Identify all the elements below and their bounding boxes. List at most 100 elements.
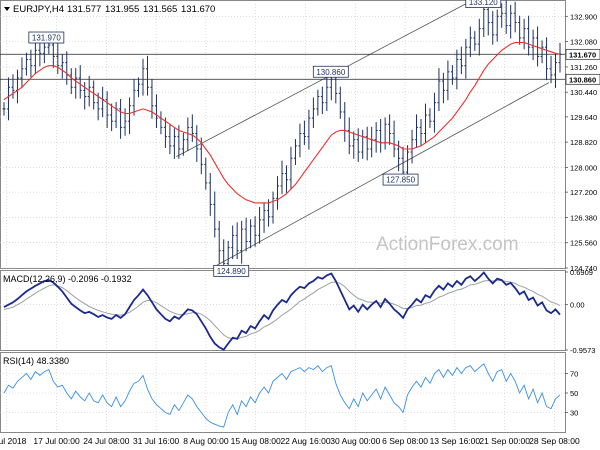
- close-value: 131.670: [181, 4, 215, 15]
- price-bar: [276, 176, 280, 210]
- price-bar: [101, 86, 105, 118]
- price-annotation: 124.890: [213, 264, 250, 277]
- price-bar: [186, 117, 190, 152]
- x-axis-label: 6 Sep 08:00: [382, 436, 428, 446]
- annotation-label: 133.120: [469, 0, 498, 7]
- price-bar: [437, 68, 441, 112]
- price-bar: [33, 37, 37, 75]
- x-axis-label: 28 Sep 08:00: [529, 436, 580, 446]
- price-bar: [96, 92, 100, 121]
- x-axis-label: 15 Aug 08:00: [231, 436, 281, 446]
- annotation-box: [382, 173, 419, 186]
- price-bar: [536, 26, 540, 67]
- price-bar: [29, 49, 33, 78]
- price-bar: [383, 117, 387, 150]
- macd-tick-label: 0.00: [570, 301, 585, 310]
- price-bar: [128, 97, 132, 135]
- price-bar: [38, 41, 42, 67]
- watermark: ActionForex.com: [376, 234, 519, 255]
- high-value: 131.955: [105, 4, 139, 15]
- price-bar: [374, 122, 378, 153]
- price-tick-label: 128.820: [570, 138, 597, 147]
- annotation-label: 127.850: [386, 176, 415, 185]
- price-tick-label: 130.440: [570, 88, 597, 97]
- price-bar: [540, 40, 544, 64]
- price-bar: [307, 109, 311, 150]
- rsi-tick-label: 30: [570, 409, 578, 418]
- moving-average-line: [3, 42, 561, 204]
- price-tick-label: 129.640: [570, 113, 597, 122]
- price-panel-frame: [0, 0, 566, 269]
- price-bar: [428, 108, 432, 128]
- x-axis-label: 30 Aug 00:00: [330, 436, 380, 446]
- price-bar: [343, 102, 347, 142]
- macd-tick-label: -0.9573: [570, 346, 595, 355]
- annotation-box: [465, 0, 502, 8]
- macd-layer: [0, 271, 565, 351]
- price-bar: [83, 82, 87, 110]
- price-bar: [446, 60, 450, 101]
- price-bar: [361, 129, 365, 159]
- price-bar: [365, 126, 369, 161]
- price-bar: [231, 225, 235, 260]
- price-bar: [69, 68, 73, 95]
- macd-line: [3, 271, 561, 351]
- price-bar: [316, 89, 320, 116]
- price-tick-label: 125.560: [570, 239, 597, 248]
- dropdown-triangle-icon[interactable]: [4, 7, 10, 11]
- price-bar: [491, 11, 495, 45]
- x-axis-label: 31 Jul 16:00: [133, 436, 180, 446]
- x-axis-label: 8 Aug 00:00: [183, 436, 229, 446]
- rsi-tick-label: 50: [570, 389, 578, 398]
- price-bar: [311, 97, 315, 128]
- price-bar: [320, 86, 324, 115]
- price-annotation: 130.860: [312, 65, 349, 78]
- price-tick-label: 127.200: [570, 188, 597, 197]
- price-bar: [56, 43, 60, 75]
- price-tag: 131.670: [565, 48, 600, 60]
- price-bar: [168, 123, 172, 155]
- price-annotation: 133.120: [465, 0, 502, 8]
- price-bar: [549, 55, 553, 84]
- x-axis-label: 13 Sep 16:00: [430, 436, 481, 446]
- price-bar: [379, 119, 383, 153]
- macd-label: MACD(12,26,9) -0.2096 -0.1932: [3, 274, 132, 284]
- price-bar: [258, 206, 262, 244]
- price-bar: [500, 3, 504, 28]
- price-bar: [240, 220, 244, 264]
- price-bar: [267, 199, 271, 227]
- price-bar: [132, 78, 136, 116]
- price-bar: [87, 75, 91, 107]
- rsi-label: RSI(14) 48.3380: [3, 356, 69, 366]
- price-bar: [208, 173, 212, 216]
- price-bar: [244, 217, 248, 252]
- price-annotation: 131.970: [28, 31, 65, 44]
- price-bar: [6, 77, 10, 121]
- price-bar: [24, 52, 28, 76]
- price-bar: [415, 114, 419, 149]
- macd-signal-line: [3, 280, 561, 340]
- price-bar: [352, 131, 356, 159]
- price-bar: [105, 91, 109, 128]
- x-axis-label: 22 Aug 16:00: [280, 436, 330, 446]
- price-bar: [410, 129, 414, 164]
- price-tag-label: 131.670: [569, 50, 596, 59]
- price-bar: [338, 86, 342, 119]
- price-bar: [459, 46, 463, 75]
- price-bar: [455, 49, 459, 90]
- rsi-layer: [0, 363, 565, 428]
- price-bar: [271, 191, 275, 224]
- price-bar: [468, 26, 472, 58]
- price-tag-label: 130.860: [569, 75, 596, 84]
- price-tick-label: 128.000: [570, 163, 597, 172]
- price-bar: [356, 128, 360, 162]
- price-bar: [2, 102, 6, 116]
- price-bar: [392, 120, 396, 158]
- price-bar: [441, 72, 445, 104]
- x-axis-label: 24 Jul 08:00: [83, 436, 130, 446]
- price-bar: [293, 139, 297, 165]
- price-bar: [302, 120, 306, 145]
- price-bar: [464, 38, 468, 79]
- annotation-layer: 131.970 130.860 133.120 127.850 124.890: [28, 0, 502, 277]
